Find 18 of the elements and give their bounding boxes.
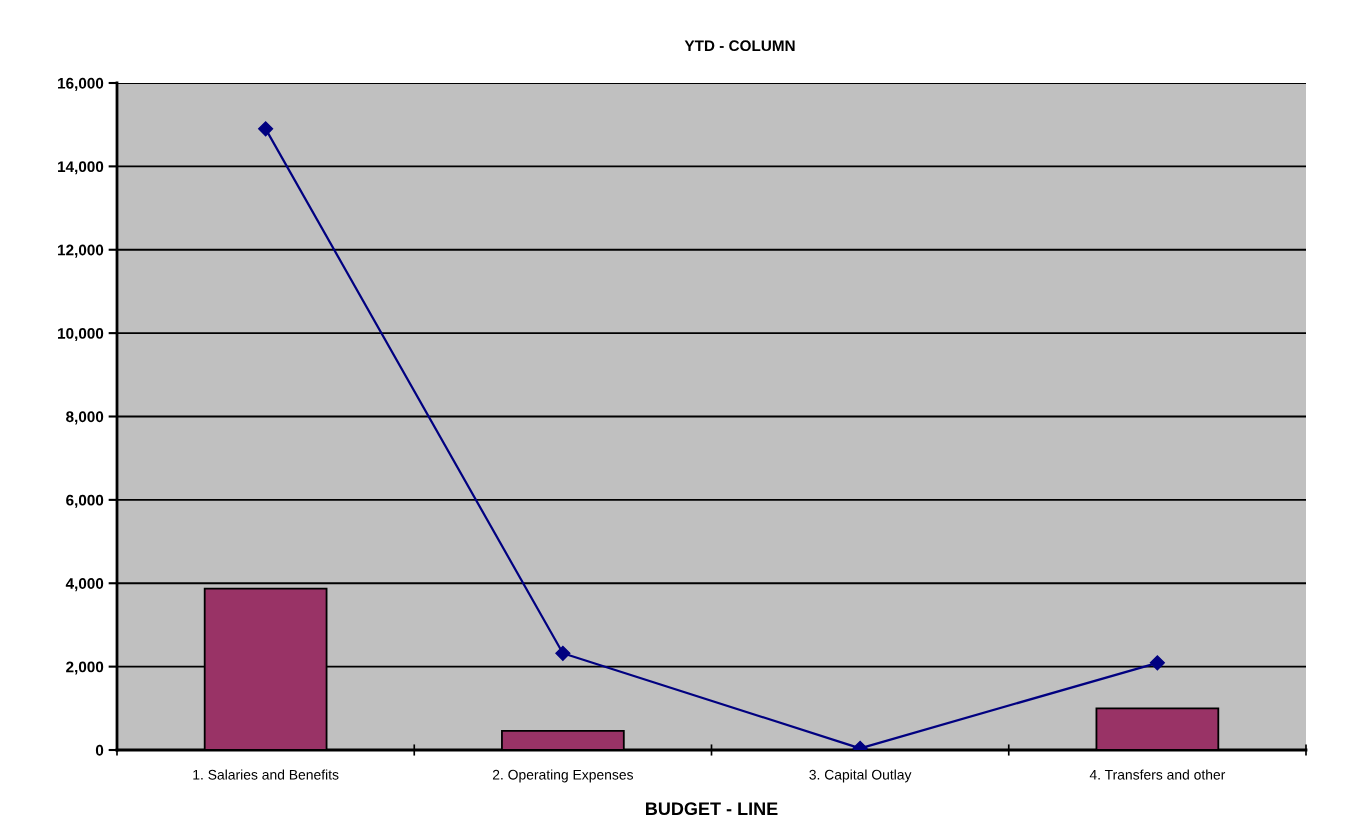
y-tick-label: 10,000 xyxy=(58,327,104,342)
y-tick-label: 4,000 xyxy=(65,578,104,592)
x-tick-label: 1. Salaries and Benefits xyxy=(193,769,339,780)
y-tick-label: 0 xyxy=(95,744,104,756)
x-tick-label: 4. Transfers and other xyxy=(1089,769,1226,780)
y-tick-label: 12,000 xyxy=(58,244,104,258)
x-tick-label: 3. Capital Outlay xyxy=(809,769,912,783)
x-axis-title: BUDGET - LINE xyxy=(646,802,778,816)
point xyxy=(1149,655,1165,671)
y-tick-label: 6,000 xyxy=(66,494,104,508)
chart-title: YTD - COLUMN xyxy=(684,40,795,52)
point xyxy=(555,645,571,661)
y-tick-label: 14,000 xyxy=(58,161,104,175)
x-tick-label: 2. Operating Expenses xyxy=(492,769,634,783)
y-tick-label: 16,000 xyxy=(58,77,104,91)
y-tick-label: 8,000 xyxy=(66,411,104,425)
point xyxy=(258,121,274,137)
y-tick-label: 2,000 xyxy=(66,661,104,675)
